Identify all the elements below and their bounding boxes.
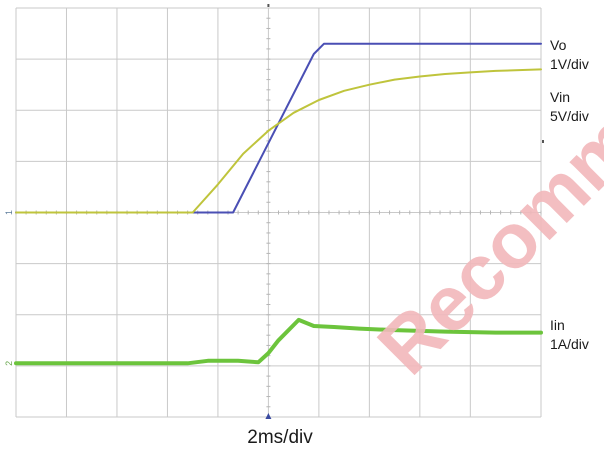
vo-scale: 1V/div — [550, 56, 589, 72]
plot-traces — [14, 42, 543, 366]
ch2-marker: 2 — [4, 361, 14, 366]
series-line-vo — [15, 42, 542, 214]
iin-name: Iin — [550, 317, 565, 333]
vo-name: Vo — [550, 37, 567, 53]
series-line-vin — [15, 68, 542, 214]
iin-label: Iin 1A/div — [550, 316, 589, 354]
x-axis-label: 2ms/div — [247, 427, 313, 448]
plot-grid — [15, 7, 542, 418]
series-line-iin — [14, 317, 543, 366]
vin-name: Vin — [550, 89, 570, 105]
vo-label: Vo 1V/div — [550, 36, 589, 74]
plot-markers: 12 — [4, 4, 544, 419]
trigger-position-marker — [265, 413, 272, 419]
iin-scale: 1A/div — [550, 336, 589, 352]
right-level-marker — [542, 140, 544, 143]
vin-label: Vin 5V/div — [550, 88, 589, 126]
ch1-marker: 1 — [4, 210, 14, 215]
vin-scale: 5V/div — [550, 108, 589, 124]
top-trigger-marker — [267, 4, 270, 7]
